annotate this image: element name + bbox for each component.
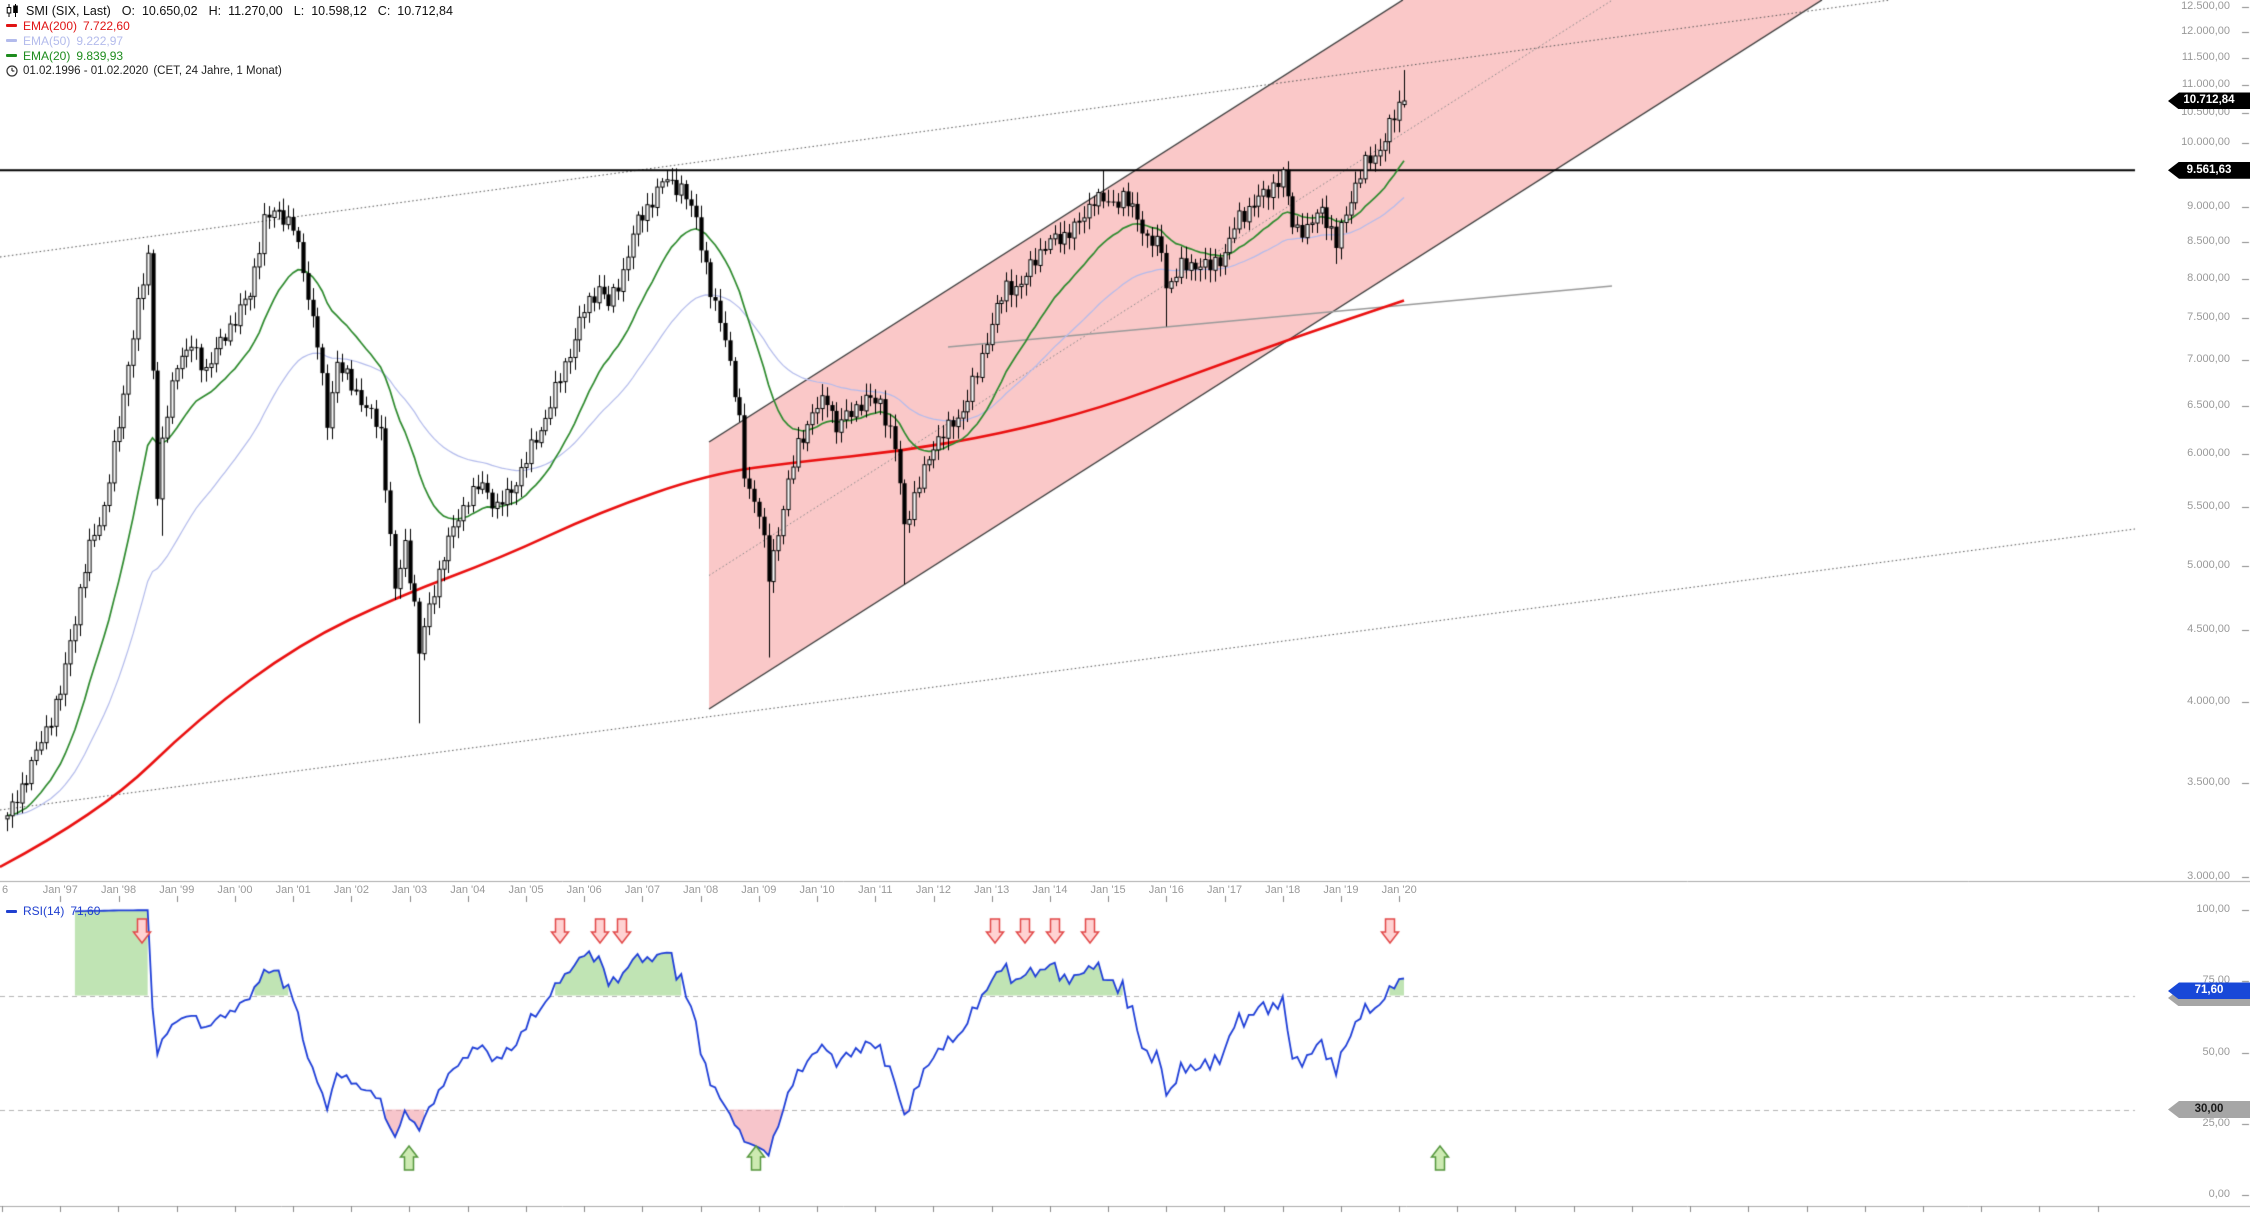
- ema50-marker-icon: [6, 39, 17, 42]
- price-tick-label: 6.000,00: [2187, 447, 2230, 460]
- rsi-tick-label: 50,00: [2202, 1045, 2230, 1058]
- time-tick-label: Jan '01: [275, 884, 311, 896]
- price-tick-label: 7.000,00: [2187, 353, 2230, 366]
- high-value: 11.270,00: [228, 3, 283, 18]
- price-tick-label: 5.000,00: [2187, 558, 2230, 571]
- price-tick-label: 4.000,00: [2187, 694, 2230, 707]
- time-tick-label: Jan '02: [333, 884, 369, 896]
- date-range-suffix: (CET, 24 Jahre, 1 Monat): [153, 64, 282, 77]
- price-tick-label: 8.500,00: [2187, 235, 2230, 248]
- legend: SMI (SIX, Last) O: 10.650,02 H: 11.270,00 …: [6, 3, 453, 78]
- time-tick-label: 6: [1, 884, 9, 896]
- ema200-label: EMA(200): [23, 18, 78, 33]
- time-tick-label: Jan '18: [1265, 884, 1301, 896]
- time-tick-label: Jan '15: [1090, 884, 1126, 896]
- ema20-label: EMA(20): [23, 48, 71, 63]
- rsi-oversold-badge: 30,00: [2168, 1101, 2250, 1118]
- time-tick-label: Jan '08: [683, 884, 719, 896]
- time-tick-label: Jan '14: [1032, 884, 1068, 896]
- time-tick-label: Jan '07: [624, 884, 660, 896]
- time-tick-label: Jan '13: [974, 884, 1010, 896]
- rsi-marker-icon: [6, 909, 17, 913]
- price-tick-label: 9.000,00: [2187, 200, 2230, 213]
- clock-icon: [6, 64, 18, 77]
- time-tick-label: Jan '12: [915, 884, 952, 896]
- last-price-badge: 10.712,84: [2168, 92, 2250, 110]
- open-value: 10.650,02: [141, 3, 198, 18]
- instrument-legend[interactable]: SMI (SIX, Last) O: 10.650,02 H: 11.270,00 …: [6, 3, 453, 18]
- price-tick-label: 12.000,00: [2181, 24, 2230, 37]
- time-tick-label: Jan '06: [566, 884, 602, 896]
- high-label: H:: [208, 3, 222, 18]
- date-range: 01.02.1996 - 01.02.2020 (CET, 24 Jahre, …: [6, 63, 453, 78]
- time-tick-label: Jan '10: [799, 884, 835, 896]
- rsi-tick-label: 100,00: [2196, 903, 2230, 915]
- time-tick-label: Jan '03: [392, 884, 428, 896]
- rsi-label: RSI(14): [23, 904, 65, 918]
- indicator-legend-ema20[interactable]: EMA(20) 9.839,93: [6, 48, 453, 63]
- symbol-name: SMI (SIX, Last): [26, 3, 111, 18]
- indicator-legend-ema200[interactable]: EMA(200) 7.722,60: [6, 18, 453, 33]
- time-tick-label: Jan '97: [42, 884, 78, 896]
- ema50-value: 9.222,97: [76, 33, 124, 48]
- rsi-value: 71,60: [70, 904, 101, 918]
- price-tick-label: 5.500,00: [2187, 500, 2230, 513]
- time-tick-label: Jan '05: [508, 884, 544, 896]
- price-tick-label: 4.500,00: [2187, 622, 2230, 635]
- rsi-tick-label: 0,00: [2208, 1188, 2230, 1200]
- indicator-legend-ema50[interactable]: EMA(50) 9.222,97: [6, 33, 453, 48]
- hline-price-badge: 9.561,63: [2168, 161, 2250, 179]
- rsi-tick-label: 25,00: [2202, 1116, 2230, 1129]
- open-label: O:: [121, 3, 135, 18]
- ema200-value: 7.722,60: [83, 18, 130, 33]
- price-tick-label: 8.000,00: [2187, 271, 2230, 284]
- time-tick-label: Jan '17: [1206, 884, 1243, 896]
- price-tick-label: 11.500,00: [2181, 50, 2230, 63]
- ema50-label: EMA(50): [23, 33, 71, 48]
- ema200-marker-icon: [6, 24, 17, 27]
- time-tick-label: Jan '16: [1148, 884, 1184, 896]
- rsi-value-badge: 71,60: [2168, 982, 2250, 1000]
- candlestick-icon: [6, 4, 18, 17]
- time-tick-label: Jan '20: [1381, 884, 1417, 896]
- ema20-value: 9.839,93: [76, 48, 124, 63]
- time-tick-label: Jan '11: [858, 884, 893, 896]
- price-tick-label: 3.500,00: [2187, 776, 2230, 788]
- close-value: 10.712,84: [397, 3, 453, 18]
- ema20-marker-icon: [6, 54, 17, 57]
- time-tick-label: Jan '98: [100, 884, 137, 896]
- close-label: C:: [377, 3, 391, 18]
- time-tick-label: Jan '19: [1323, 884, 1359, 896]
- price-tick-label: 6.500,00: [2187, 398, 2230, 411]
- low-label: L:: [293, 3, 305, 18]
- time-tick-label: Jan '00: [217, 884, 253, 896]
- time-tick-label: Jan '09: [741, 884, 777, 896]
- price-tick-label: 12.500,00: [2181, 0, 2230, 12]
- low-value: 10.598,12: [311, 3, 367, 18]
- time-tick-label: Jan '99: [159, 884, 195, 896]
- price-tick-label: 10.000,00: [2181, 135, 2230, 148]
- time-tick-label: Jan '04: [450, 884, 486, 896]
- price-tick-label: 3.000,00: [2187, 870, 2230, 882]
- date-range-text: 01.02.1996 - 01.02.2020: [23, 64, 149, 77]
- rsi-legend[interactable]: RSI(14) 71,60: [6, 904, 100, 918]
- price-tick-label: 11.000,00: [2181, 77, 2230, 90]
- price-tick-label: 7.500,00: [2187, 311, 2230, 324]
